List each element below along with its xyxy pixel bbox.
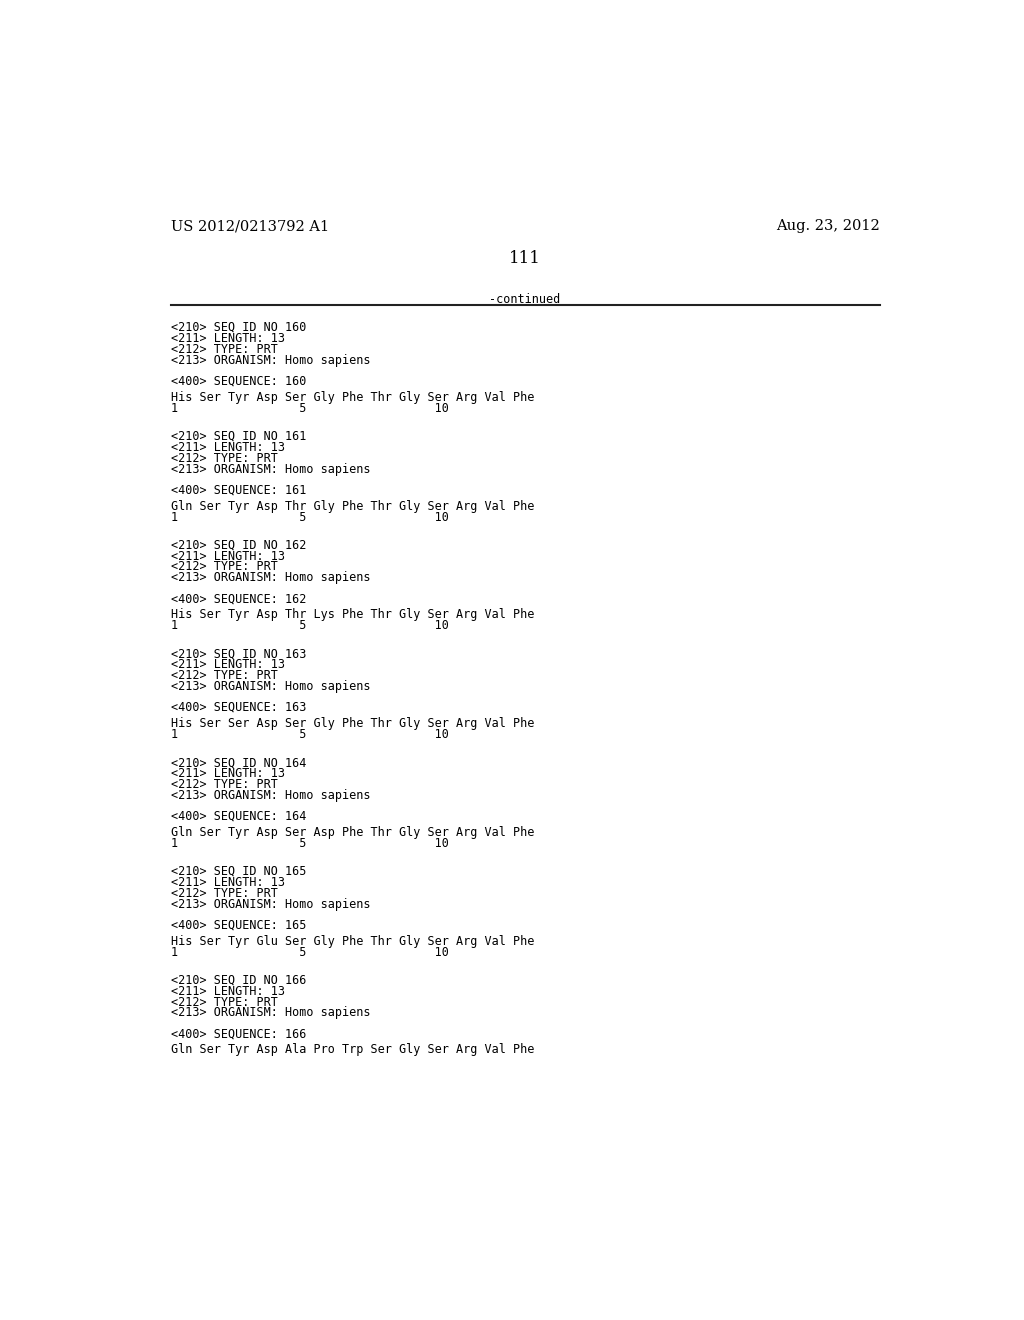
Text: <210> SEQ ID NO 164: <210> SEQ ID NO 164	[171, 756, 306, 770]
Text: <400> SEQUENCE: 160: <400> SEQUENCE: 160	[171, 375, 306, 388]
Text: <210> SEQ ID NO 162: <210> SEQ ID NO 162	[171, 539, 306, 552]
Text: <400> SEQUENCE: 164: <400> SEQUENCE: 164	[171, 809, 306, 822]
Text: <211> LENGTH: 13: <211> LENGTH: 13	[171, 767, 285, 780]
Text: 1                 5                  10: 1 5 10	[171, 837, 449, 850]
Text: His Ser Tyr Asp Ser Gly Phe Thr Gly Ser Arg Val Phe: His Ser Tyr Asp Ser Gly Phe Thr Gly Ser …	[171, 391, 535, 404]
Text: <213> ORGANISM: Homo sapiens: <213> ORGANISM: Homo sapiens	[171, 680, 371, 693]
Text: <211> LENGTH: 13: <211> LENGTH: 13	[171, 549, 285, 562]
Text: -continued: -continued	[489, 293, 560, 305]
Text: <210> SEQ ID NO 165: <210> SEQ ID NO 165	[171, 865, 306, 878]
Text: <213> ORGANISM: Homo sapiens: <213> ORGANISM: Homo sapiens	[171, 1006, 371, 1019]
Text: <210> SEQ ID NO 160: <210> SEQ ID NO 160	[171, 321, 306, 334]
Text: <213> ORGANISM: Homo sapiens: <213> ORGANISM: Homo sapiens	[171, 354, 371, 367]
Text: <211> LENGTH: 13: <211> LENGTH: 13	[171, 441, 285, 454]
Text: Gln Ser Tyr Asp Ser Asp Phe Thr Gly Ser Arg Val Phe: Gln Ser Tyr Asp Ser Asp Phe Thr Gly Ser …	[171, 826, 535, 840]
Text: 1                 5                  10: 1 5 10	[171, 511, 449, 524]
Text: <213> ORGANISM: Homo sapiens: <213> ORGANISM: Homo sapiens	[171, 572, 371, 585]
Text: 1                 5                  10: 1 5 10	[171, 401, 449, 414]
Text: <212> TYPE: PRT: <212> TYPE: PRT	[171, 451, 278, 465]
Text: <213> ORGANISM: Homo sapiens: <213> ORGANISM: Homo sapiens	[171, 789, 371, 803]
Text: <400> SEQUENCE: 166: <400> SEQUENCE: 166	[171, 1027, 306, 1040]
Text: Aug. 23, 2012: Aug. 23, 2012	[776, 219, 881, 234]
Text: 1                 5                  10: 1 5 10	[171, 945, 449, 958]
Text: Gln Ser Tyr Asp Ala Pro Trp Ser Gly Ser Arg Val Phe: Gln Ser Tyr Asp Ala Pro Trp Ser Gly Ser …	[171, 1043, 535, 1056]
Text: <212> TYPE: PRT: <212> TYPE: PRT	[171, 669, 278, 682]
Text: <400> SEQUENCE: 163: <400> SEQUENCE: 163	[171, 701, 306, 714]
Text: US 2012/0213792 A1: US 2012/0213792 A1	[171, 219, 329, 234]
Text: 1                 5                  10: 1 5 10	[171, 729, 449, 741]
Text: <213> ORGANISM: Homo sapiens: <213> ORGANISM: Homo sapiens	[171, 898, 371, 911]
Text: <212> TYPE: PRT: <212> TYPE: PRT	[171, 995, 278, 1008]
Text: His Ser Ser Asp Ser Gly Phe Thr Gly Ser Arg Val Phe: His Ser Ser Asp Ser Gly Phe Thr Gly Ser …	[171, 717, 535, 730]
Text: <211> LENGTH: 13: <211> LENGTH: 13	[171, 333, 285, 345]
Text: His Ser Tyr Glu Ser Gly Phe Thr Gly Ser Arg Val Phe: His Ser Tyr Glu Ser Gly Phe Thr Gly Ser …	[171, 935, 535, 948]
Text: <213> ORGANISM: Homo sapiens: <213> ORGANISM: Homo sapiens	[171, 463, 371, 475]
Text: <212> TYPE: PRT: <212> TYPE: PRT	[171, 343, 278, 356]
Text: <211> LENGTH: 13: <211> LENGTH: 13	[171, 985, 285, 998]
Text: <400> SEQUENCE: 162: <400> SEQUENCE: 162	[171, 593, 306, 605]
Text: <212> TYPE: PRT: <212> TYPE: PRT	[171, 561, 278, 573]
Text: <211> LENGTH: 13: <211> LENGTH: 13	[171, 659, 285, 672]
Text: His Ser Tyr Asp Thr Lys Phe Thr Gly Ser Arg Val Phe: His Ser Tyr Asp Thr Lys Phe Thr Gly Ser …	[171, 609, 535, 622]
Text: <210> SEQ ID NO 166: <210> SEQ ID NO 166	[171, 974, 306, 986]
Text: 1                 5                  10: 1 5 10	[171, 619, 449, 632]
Text: <212> TYPE: PRT: <212> TYPE: PRT	[171, 887, 278, 900]
Text: <400> SEQUENCE: 165: <400> SEQUENCE: 165	[171, 919, 306, 932]
Text: <212> TYPE: PRT: <212> TYPE: PRT	[171, 777, 278, 791]
Text: 111: 111	[509, 249, 541, 267]
Text: <210> SEQ ID NO 163: <210> SEQ ID NO 163	[171, 647, 306, 660]
Text: <400> SEQUENCE: 161: <400> SEQUENCE: 161	[171, 483, 306, 496]
Text: <210> SEQ ID NO 161: <210> SEQ ID NO 161	[171, 430, 306, 442]
Text: Gln Ser Tyr Asp Thr Gly Phe Thr Gly Ser Arg Val Phe: Gln Ser Tyr Asp Thr Gly Phe Thr Gly Ser …	[171, 499, 535, 512]
Text: <211> LENGTH: 13: <211> LENGTH: 13	[171, 875, 285, 888]
